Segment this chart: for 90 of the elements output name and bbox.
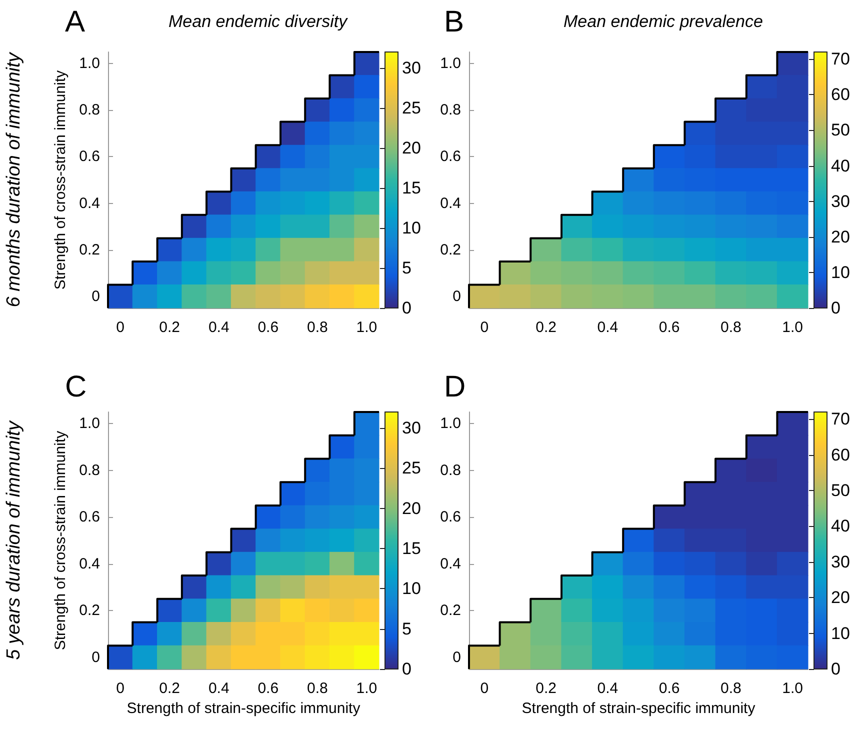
chart-title: A [65,6,86,38]
y-tick-label: 0.8 [79,102,100,119]
y-tick-label: 0.4 [440,194,461,212]
color-bar-label: 0 [831,660,840,678]
x-tick-label: 0.8 [306,319,328,336]
y-tick-label: 0.2 [440,241,461,258]
color-bar-label: 20 [402,498,421,518]
x-tick-label: 1.0 [782,319,804,336]
color-bar-label: 40 [831,516,850,536]
color-bar-label: 70 [831,50,850,69]
x-tick-label: 1.0 [356,319,378,336]
x-tick-label: 0.8 [720,319,742,336]
color-bar-label: 10 [402,218,421,238]
x-tick-label: 0.4 [208,319,230,336]
x-tick-label: 0.4 [597,319,618,336]
y-tick-label: 0.2 [440,602,461,620]
x-tick-label: 0.8 [720,680,742,697]
y-tick-label: 0.2 [79,241,100,258]
color-bar-label: 40 [831,156,850,176]
color-bar-label: 10 [402,579,421,598]
x-tick-label: 0.2 [536,680,556,697]
y-tick-label: 1.0 [440,415,461,432]
color-bar-label: 15 [402,178,421,198]
text: 5 years duration of immunity [4,420,24,660]
color-bar-label: 50 [831,481,850,500]
color-bar-label: 30 [831,552,850,572]
color-bar-label: 60 [831,85,850,104]
color-bar-label: 5 [402,258,412,278]
x-tick-label: 0.8 [306,680,328,697]
x-axis-title: Strength of strain-specific immunity [126,700,361,717]
y-tick-label: 1.0 [79,415,100,432]
y-tick-label: 0.6 [440,148,461,166]
color-bar-label: 25 [402,458,421,478]
x-tick-label: 0.4 [597,680,618,697]
color-bar-label: 30 [402,58,421,78]
color-bar-label: 10 [831,624,850,643]
y-tick-label: 0.6 [79,148,100,166]
color-bar-label: 20 [402,138,421,158]
color-bar-label: 50 [831,120,850,140]
y-axis-title: Strength of cross-strain immunity [52,430,70,650]
color-bar-label: 25 [402,98,421,118]
color-bar-label: 70 [831,410,850,429]
chart-subtitle: Mean endemic prevalence [564,12,763,31]
x-tick-label: 0.6 [658,680,680,697]
x-axis-title: Strength of strain-specific immunity [522,700,756,717]
y-tick-label: 1.0 [440,55,461,72]
y-tick-label: 0 [92,648,100,666]
x-tick-label: 0 [480,680,489,697]
x-tick-label: 0.2 [536,319,556,336]
x-tick-label: 0.6 [258,319,279,336]
x-tick-label: 0.2 [159,319,180,336]
text: 6 months duration of immunity [4,51,24,308]
y-tick-label: 0.6 [79,508,100,526]
x-tick-label: 1.0 [782,680,804,697]
x-tick-label: 0.2 [159,680,180,697]
color-bar-label: 0 [402,298,412,318]
color-bar-label: 60 [831,445,850,464]
x-tick-label: 0.6 [258,680,279,697]
color-bar-label: 0 [402,660,412,678]
x-tick-label: 0 [480,319,489,336]
chart-title: C [65,370,87,404]
color-bar-label: 30 [402,418,421,438]
y-tick-label: 0.4 [79,194,100,212]
color-bar-label: 30 [831,192,850,211]
x-tick-label: 0.6 [658,319,680,336]
y-tick-label: 0.2 [79,602,100,620]
chart-title: B [444,6,464,38]
chart-title: D [444,370,466,404]
y-tick-label: 0 [452,288,461,305]
y-tick-label: 0.8 [79,462,100,479]
y-tick-label: 0.6 [440,508,461,526]
chart-subtitle: Mean endemic diversity [168,12,349,31]
color-bar-label: 15 [402,539,421,558]
color-bar-label: 10 [831,262,850,282]
y-tick-label: 0.4 [440,555,461,572]
color-bar-label: 20 [831,227,850,246]
y-axis-title: Strength of cross-strain immunity [52,70,70,290]
y-tick-label: 0.4 [79,555,100,572]
color-bar-label: 20 [831,588,850,608]
color-bar-label: 0 [831,298,840,318]
y-tick-label: 0 [92,288,100,305]
y-tick-label: 0.8 [440,102,461,119]
color-bar-label: 5 [402,619,412,638]
x-tick-label: 1.0 [356,680,378,697]
y-tick-label: 0 [452,648,461,666]
y-tick-label: 1.0 [79,55,100,72]
x-tick-label: 0.4 [208,680,230,697]
y-tick-label: 0.8 [440,462,461,479]
x-tick-label: 0 [116,680,124,697]
x-tick-label: 0 [116,319,124,336]
